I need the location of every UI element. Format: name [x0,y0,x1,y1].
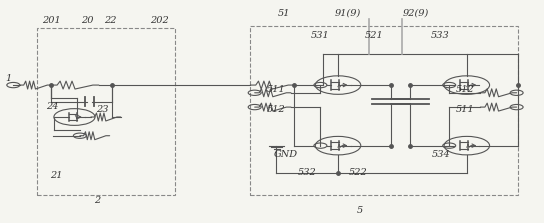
Text: 51: 51 [277,9,290,18]
Text: 201: 201 [42,17,61,25]
Text: 24: 24 [46,102,58,111]
Text: 91(9): 91(9) [335,9,361,18]
Text: 531: 531 [311,31,329,40]
Text: 92(9): 92(9) [403,9,429,18]
Text: 23: 23 [96,105,109,114]
Text: GND: GND [274,150,298,159]
Text: 21: 21 [50,171,63,180]
Text: 20: 20 [82,17,94,25]
Text: 534: 534 [431,150,450,159]
Text: 512: 512 [267,105,286,114]
Text: 532: 532 [298,168,316,177]
Text: 22: 22 [104,17,117,25]
Text: 1: 1 [6,74,12,83]
Text: 5: 5 [356,206,363,215]
Text: 512: 512 [456,85,475,94]
Text: 511: 511 [456,105,475,114]
Text: 521: 521 [365,31,384,40]
Text: 533: 533 [431,31,449,40]
Text: 522: 522 [348,168,367,177]
Text: 202: 202 [150,17,169,25]
Text: 2: 2 [95,196,101,205]
Text: 511: 511 [267,85,286,94]
